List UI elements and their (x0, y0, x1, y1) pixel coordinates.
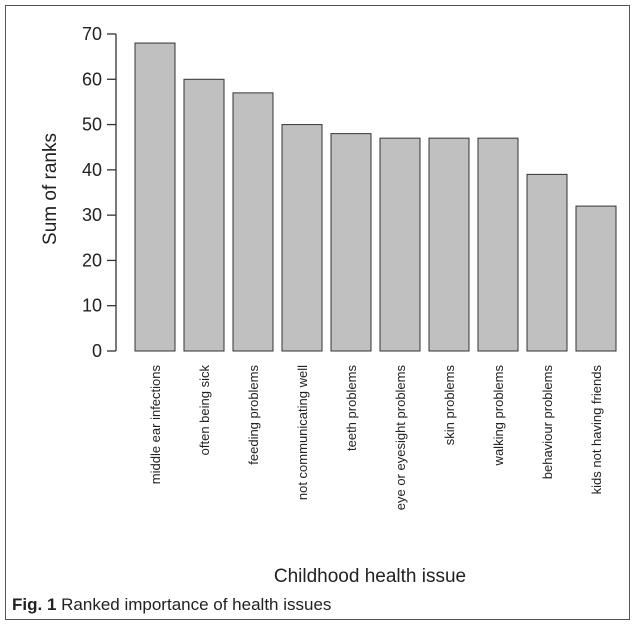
bar (575, 205, 617, 352)
x-tick-label: often being sick (197, 365, 212, 456)
x-tick-labels: middle ear infections often being sick fee… (148, 365, 604, 511)
y-axis-label: Sum of ranks (40, 133, 61, 245)
x-tick-label: behaviour problems (540, 365, 555, 480)
bars-group (134, 42, 617, 352)
x-tick-label: middle ear infections (148, 365, 163, 485)
caption-label: Fig. 1 (12, 595, 57, 614)
y-tick-label: 10 (82, 296, 102, 316)
x-tick-label: eye or eyesight problems (393, 365, 408, 511)
x-tick-label: feeding problems (246, 365, 261, 465)
bar (330, 133, 372, 352)
bar (477, 137, 519, 352)
y-tick-label: 50 (82, 115, 102, 135)
bar (281, 124, 323, 352)
x-axis-label: Childhood health issue (274, 566, 466, 587)
y-tick-label: 30 (82, 205, 102, 225)
bar (232, 92, 274, 352)
x-tick-label: not communicating well (295, 365, 310, 500)
y-tick-label: 20 (82, 250, 102, 270)
y-axis: 0 10 20 30 40 50 60 70 (82, 24, 117, 361)
bar (183, 78, 225, 352)
bar (379, 137, 421, 352)
x-tick-label: kids not having friends (589, 365, 604, 495)
bar (526, 173, 568, 352)
caption-text: Ranked importance of health issues (61, 595, 332, 614)
x-tick-label: teeth problems (344, 365, 359, 451)
y-tick-label: 40 (82, 160, 102, 180)
bar (134, 42, 176, 352)
x-tick-label: walking problems (491, 365, 506, 467)
bar (428, 137, 470, 352)
figure-caption: Fig. 1 Ranked importance of health issue… (12, 595, 331, 615)
x-tick-label: skin problems (442, 365, 457, 446)
y-tick-label: 60 (82, 69, 102, 89)
y-tick-label: 70 (82, 24, 102, 44)
y-tick-label: 0 (92, 341, 102, 361)
